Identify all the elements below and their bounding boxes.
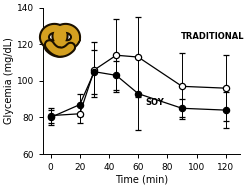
Text: TRADITIONAL: TRADITIONAL xyxy=(181,33,245,41)
Y-axis label: Glycemia (mg/dL): Glycemia (mg/dL) xyxy=(4,37,14,124)
Text: SOY: SOY xyxy=(146,98,165,107)
X-axis label: Time (min): Time (min) xyxy=(115,175,168,185)
